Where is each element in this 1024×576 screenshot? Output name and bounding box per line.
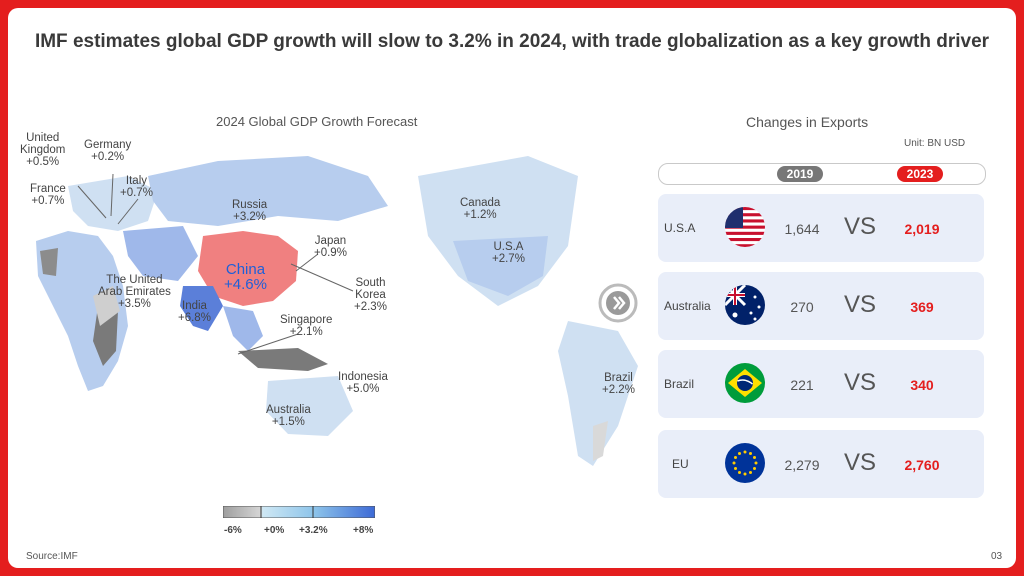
source-note: Source:IMF [26,551,78,562]
export-row-eu: EU 2,279 VS 2,760 [658,430,984,498]
label-japan: Japan +0.9% [314,235,347,259]
country-label: EU [672,457,689,471]
value-2019: 1,644 [784,221,820,237]
color-legend [223,506,375,518]
vs-label: VS [844,369,877,396]
label-china: China +4.6% [224,261,267,293]
label-italy: Italy +0.7% [120,175,153,199]
label-uk: United Kingdom +0.5% [20,132,66,168]
label-south-korea: South Korea +2.3% [354,277,387,313]
italy-pointer [117,198,139,225]
label-france: France +0.7% [30,183,66,207]
singapore-pointer [237,333,299,355]
legend-min: -6% [224,525,242,536]
export-row-usa: U.S.A 1,644 VS 2,019 [658,194,984,262]
legend-zero: +0% [264,525,285,536]
label-singapore: Singapore +2.1% [280,314,333,338]
value-2023: 369 [910,299,934,315]
unit-label: Unit: BN USD [904,138,966,149]
china-shape [198,231,298,306]
arabia-grey [93,286,120,326]
value-2023: 2,019 [904,221,940,237]
export-row-brazil: Brazil 221 VS 340 [658,350,984,418]
europe-shape [68,176,158,231]
eu-flag-icon [725,443,765,483]
label-germany: Germany +0.2% [84,139,132,163]
country-label: Australia [664,299,711,313]
legend-max: +8% [353,525,374,536]
australia-shape [266,376,353,436]
country-label: U.S.A [664,221,696,235]
page-number: 03 [991,551,1003,562]
year-2019-badge: 2019 [777,166,823,182]
southeast-asia-shape [223,306,263,351]
label-canada: Canada +1.2% [460,197,501,221]
next-arrow-icon[interactable] [598,283,638,323]
value-2023: 2,760 [904,457,940,473]
vs-label: VS [844,213,877,240]
exports-title: Changes in Exports [746,114,869,130]
slide: IMF estimates global GDP growth will slo… [8,8,1016,568]
label-russia: Russia +3.2% [232,199,268,223]
uk-pointer [77,185,107,219]
brazil-flag-icon [725,363,765,403]
label-uae: The United Arab Emirates +3.5% [98,274,171,310]
year-header: 2019 2023 [658,163,986,185]
map-title: 2024 Global GDP Growth Forecast [216,114,418,129]
value-2019: 2,279 [784,457,820,473]
korea-pointer [290,263,354,292]
vs-label: VS [844,291,877,318]
russia-shape [148,156,388,226]
world-map [36,156,638,466]
south-america-shape [558,321,638,466]
legend-mid: +3.2% [299,525,328,536]
label-usa: U.S.A +2.7% [492,241,525,265]
value-2019: 270 [790,299,814,315]
usa-shape [453,236,548,296]
label-brazil: Brazil +2.2% [602,372,635,396]
germany-pointer [110,173,114,217]
indonesia-shape [238,348,328,371]
india-shape [180,286,223,331]
africa-west-dark [40,248,58,276]
brazil-grey-region [593,421,608,461]
label-india: India +6.8% [178,300,211,324]
value-2023: 340 [910,377,934,393]
country-label: Brazil [664,377,695,391]
middle-east-shape [123,226,198,281]
headline: IMF estimates global GDP growth will slo… [34,31,990,52]
year-2023-badge: 2023 [897,166,943,182]
export-row-australia: Australia 270 VS 369 [658,272,984,340]
vs-label: VS [844,449,877,476]
label-indonesia: Indonesia +5.0% [338,371,388,395]
value-2019: 221 [790,377,814,393]
label-australia: Australia +1.5% [266,404,311,428]
us-flag-icon [725,207,765,247]
australia-flag-icon [725,285,765,325]
